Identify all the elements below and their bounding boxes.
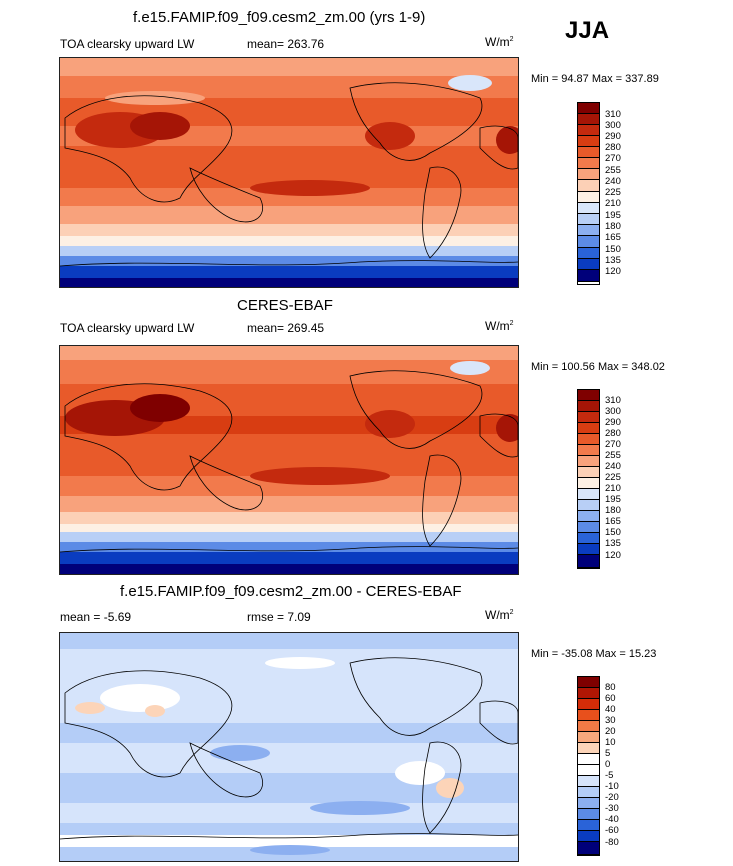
panel-1-title: f.e15.FAMIP.f09_f09.cesm2_zm.00 (yrs 1-9… — [133, 9, 426, 26]
panel-2-colorbar-tick: 135 — [605, 538, 621, 549]
panel-2-colorbar-tick: 240 — [605, 461, 621, 472]
panel-2-colorbar-tick: 310 — [605, 395, 621, 406]
panel-2-map — [59, 345, 519, 575]
panel-3-colorbar-tick: 5 — [605, 748, 611, 759]
panel-2-map-graphic — [60, 346, 518, 574]
panel-3-minmax: Min = -35.08 Max = 15.23 — [531, 648, 657, 660]
panel-1-mean-label: mean= 263.76 — [247, 37, 325, 51]
panel-2-variable-label: TOA clearsky upward LW — [60, 321, 195, 335]
panel-1-colorbar-tick: 240 — [605, 176, 621, 187]
panel-1-colorbar-tick: 300 — [605, 120, 621, 131]
panel-3-colorbar-tick: -30 — [605, 803, 619, 814]
panel-2-mean-label: mean= 269.45 — [247, 321, 325, 335]
panel-1-colorbar-tick: 135 — [605, 255, 621, 266]
panel-2-minmax: Min = 100.56 Max = 348.02 — [531, 361, 665, 373]
panel-3-rmse-label: rmse = 7.09 — [247, 610, 311, 624]
panel-1-minmax: Min = 94.87 Max = 337.89 — [531, 73, 659, 85]
panel-1-colorbar-tick: 290 — [605, 131, 621, 142]
panel-3-mean-label: mean = -5.69 — [60, 610, 132, 624]
panel-2-colorbar-tick: 270 — [605, 439, 621, 450]
panel-1-colorbar — [577, 102, 600, 285]
panel-1-map-graphic — [60, 58, 518, 287]
panel-1-colorbar-tick: 165 — [605, 232, 621, 243]
panel-1-colorbar-tick: 225 — [605, 187, 621, 198]
panel-3-colorbar-tick: -10 — [605, 781, 619, 792]
panel-2-colorbar-tick: 195 — [605, 494, 621, 505]
panel-2-colorbar-tick: 150 — [605, 527, 621, 538]
panel-1-map — [59, 57, 519, 288]
panel-1-units: W/m2 — [485, 35, 514, 49]
panel-1-colorbar-tick: 180 — [605, 221, 621, 232]
panel-1-colorbar-tick: 120 — [605, 266, 621, 277]
panel-3-colorbar-tick: 20 — [605, 726, 616, 737]
panel-1-variable-label: TOA clearsky upward LW — [60, 37, 195, 51]
panel-3-colorbar-tick: 60 — [605, 693, 616, 704]
panel-3-colorbar — [577, 676, 600, 856]
panel-2-colorbar-tick: 290 — [605, 417, 621, 428]
panel-2-colorbar-tick: 225 — [605, 472, 621, 483]
panel-2-units: W/m2 — [485, 319, 514, 333]
panel-3-colorbar-tick: -80 — [605, 837, 619, 848]
panel-2-colorbar-tick: 300 — [605, 406, 621, 417]
panel-1-colorbar-tick: 280 — [605, 142, 621, 153]
panel-3-colorbar-tick: -40 — [605, 814, 619, 825]
panel-3-colorbar-tick: -20 — [605, 792, 619, 803]
panel-1-colorbar-tick: 210 — [605, 198, 621, 209]
panel-3-colorbar-tick: 10 — [605, 737, 616, 748]
panel-3-colorbar-tick: 30 — [605, 715, 616, 726]
panel-2-colorbar-tick: 255 — [605, 450, 621, 461]
panel-3-colorbar-tick: -5 — [605, 770, 614, 781]
panel-3-colorbar-tick: -60 — [605, 825, 619, 836]
panel-1-colorbar-tick: 255 — [605, 165, 621, 176]
panel-2-colorbar — [577, 389, 600, 569]
season-label: JJA — [565, 17, 610, 44]
panel-1-colorbar-tick: 310 — [605, 109, 621, 120]
panel-3-colorbar-tick: 40 — [605, 704, 616, 715]
panel-2-colorbar-tick: 120 — [605, 550, 621, 561]
panel-1-colorbar-tick: 270 — [605, 153, 621, 164]
panel-3-units: W/m2 — [485, 608, 514, 622]
panel-3-map — [59, 632, 519, 862]
panel-2-colorbar-tick: 280 — [605, 428, 621, 439]
panel-3-map-graphic — [60, 633, 518, 861]
panel-3-colorbar-tick: 0 — [605, 759, 611, 770]
panel-1-colorbar-tick: 150 — [605, 244, 621, 255]
panel-1-colorbar-tick: 195 — [605, 210, 621, 221]
panel-2-title: CERES-EBAF — [237, 297, 333, 314]
panel-2-colorbar-tick: 165 — [605, 516, 621, 527]
panel-3-title: f.e15.FAMIP.f09_f09.cesm2_zm.00 - CERES-… — [120, 583, 462, 600]
panel-3-colorbar-tick: 80 — [605, 682, 616, 693]
panel-2-colorbar-tick: 180 — [605, 505, 621, 516]
panel-2-colorbar-tick: 210 — [605, 483, 621, 494]
